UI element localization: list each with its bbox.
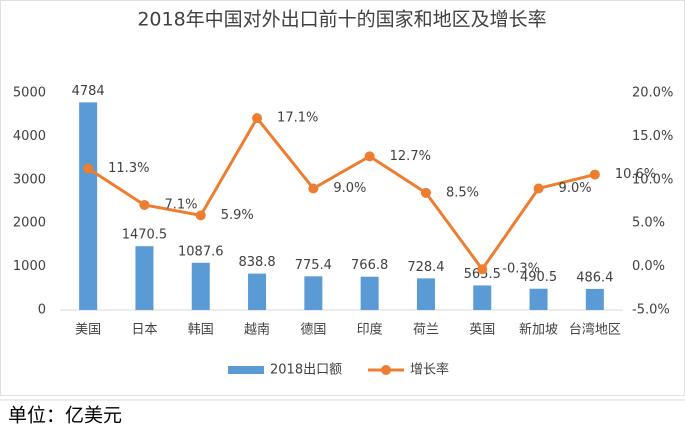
line-value-label: 7.1% [164,197,197,212]
footer: 单位：亿美元 [8,405,122,427]
bar [585,288,604,310]
x-tick-label: 韩国 [188,323,214,338]
bar-value-label: 486.4 [576,270,613,285]
bar-value-label: 490.5 [520,270,557,285]
chart-title: 2018年中国对外出口前十的国家和地区及增长率 [137,9,546,31]
line-marker [364,151,375,162]
bar-value-label: 838.8 [238,255,275,270]
line-value-label: -0.3% [502,262,540,277]
y2-tick-label: 5.0% [632,216,665,231]
line-marker [589,169,600,180]
line-value-label: 11.3% [108,161,149,176]
x-tick-label: 荷兰 [413,323,439,338]
line-marker [533,183,544,194]
x-tick-label: 台湾地区 [569,322,621,338]
bar-value-label: 728.4 [407,260,444,275]
legend-swatch [381,365,391,375]
line-marker [252,113,263,124]
bar [248,273,267,310]
line-marker [420,187,431,198]
bar [79,102,98,311]
y2-tick-label: -5.0% [632,303,670,318]
y-tick-label: 2000 [13,216,46,231]
bar-value-label: 775.4 [295,258,332,273]
line-value-label: 17.1% [277,111,318,126]
y-tick-label: 4000 [13,129,46,144]
legend-label: 2018出口额 [270,363,342,378]
x-tick-label: 美国 [75,323,101,338]
line-value-label: 12.7% [390,149,431,164]
line-value-label: 10.6% [615,167,656,182]
bar [416,278,435,310]
bar [473,285,492,310]
y2-tick-label: 15.0% [632,129,673,144]
y2-tick-label: 0.0% [632,259,665,274]
y-tick-label: 5000 [13,86,46,101]
bar [304,276,323,310]
bar-value-label: 565.5 [464,267,501,282]
bar [529,288,548,310]
x-tick-label: 日本 [131,323,157,338]
line-value-label: 8.5% [446,185,479,200]
x-tick-label: 英国 [469,323,495,338]
legend-label: 增长率 [410,362,449,378]
y-tick-label: 0 [38,303,46,318]
line-value-label: 9.0% [559,181,592,196]
y2-tick-label: 20.0% [632,86,673,101]
y-tick-label: 3000 [13,172,46,187]
x-tick-label: 新加坡 [519,322,558,338]
growth-line [87,115,596,272]
bar-value-label: 4784 [72,84,105,99]
x-tick-label: 德国 [300,323,326,338]
line-value-label: 9.0% [333,181,366,196]
line-marker [195,210,206,221]
y2-tick-label: 10.0% [632,172,673,187]
legend-swatch [228,366,264,374]
line-marker [477,264,488,275]
bar-value-label: 766.8 [351,258,388,273]
line-marker [308,183,319,194]
x-tick-label: 印度 [357,322,383,338]
line-marker [83,163,94,174]
bar [191,262,210,310]
bar-value-label: 1087.6 [178,244,224,259]
bar-value-label: 1470.5 [122,228,168,243]
y-tick-label: 1000 [13,259,46,274]
line-value-label: 5.9% [221,208,254,223]
line-marker [139,199,150,210]
bar [360,276,379,310]
bar [135,246,154,310]
x-tick-label: 越南 [244,322,270,338]
